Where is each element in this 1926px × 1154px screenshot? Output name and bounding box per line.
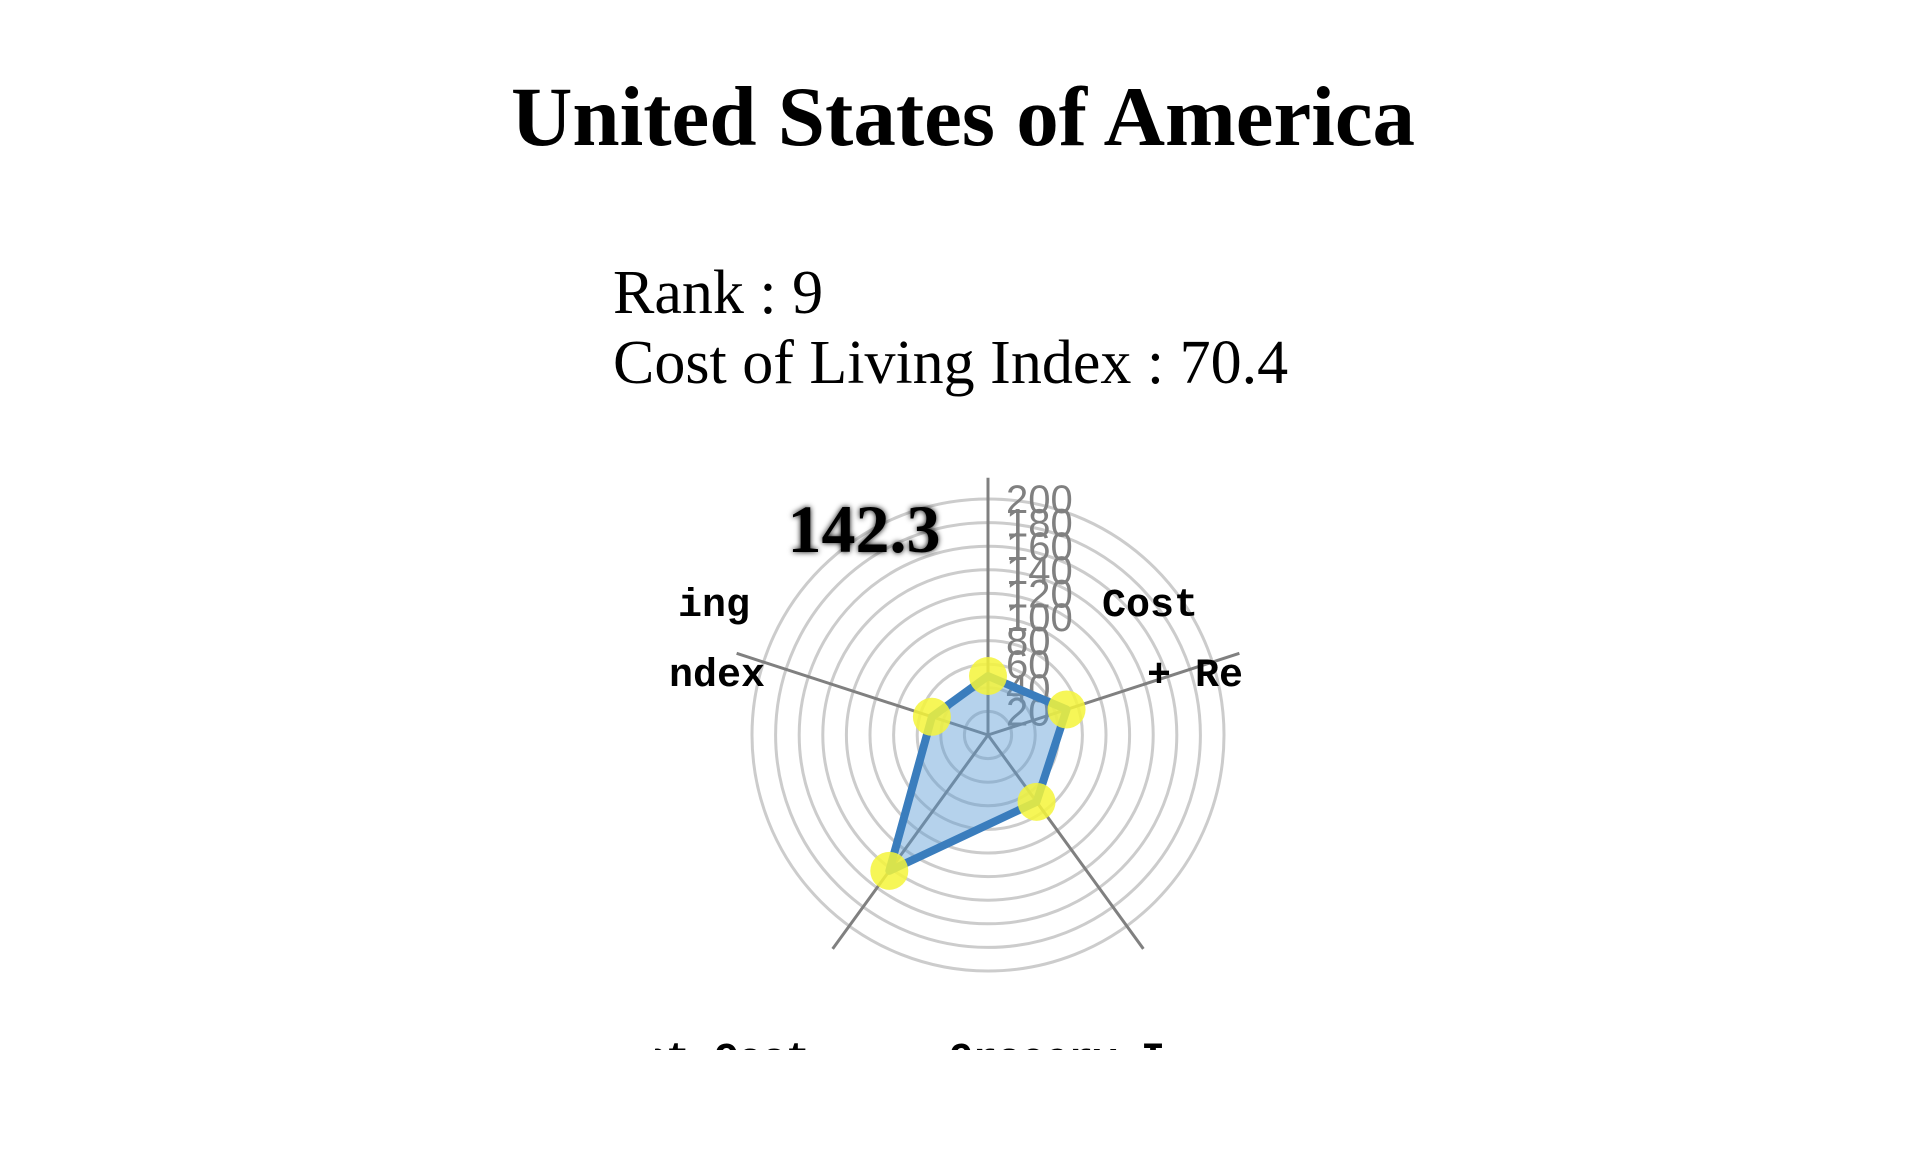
axis-label-fragment-1: + Re: [1147, 654, 1243, 699]
radar-series: [870, 657, 1086, 890]
radar-chart-container: 20 40 60 80 100 120 140 160 180 200 Cost + Re ing nd…: [655, 460, 1305, 1050]
data-point-1[interactable]: [1047, 690, 1086, 729]
tick-label-60: 60: [1006, 643, 1051, 687]
radar-axis-labels: Cost + Re ing ndex urant Cost Grocery I: [655, 584, 1243, 1050]
data-point-3[interactable]: [870, 851, 909, 890]
rank-line: Rank : 9: [613, 259, 824, 327]
tick-label-180: 180: [1006, 502, 1073, 546]
cost-index-label: Cost of Living Index: [613, 329, 1132, 397]
cost-index-line: Cost of Living Index : 70.4: [613, 329, 1289, 397]
cost-index-value: 70.4: [1179, 329, 1289, 397]
rank-label: Rank: [613, 259, 744, 327]
tick-label-200: 200: [1006, 478, 1073, 522]
axis-label-fragment-0: Cost: [1102, 584, 1198, 629]
tick-label-140: 140: [1006, 549, 1073, 593]
axis-line-2: [986, 734, 1145, 950]
data-point-2[interactable]: [1017, 782, 1056, 821]
axis-label-fragment-3: ndex: [669, 654, 765, 699]
highlight-value-label: 142.3: [788, 491, 941, 567]
axis-label-fragment-2: ing: [678, 584, 750, 629]
tick-label-100: 100: [1006, 596, 1073, 640]
country-info: Rank : 9 Cost of Living Index : 70.4: [613, 258, 1288, 398]
rank-value: 9: [792, 259, 824, 327]
tick-label-120: 120: [1006, 572, 1073, 616]
data-point-4[interactable]: [912, 697, 951, 736]
axis-label-fragment-4: urant Cost: [655, 1038, 810, 1050]
page-title: United States of America: [510, 70, 1416, 164]
tick-label-80: 80: [1006, 620, 1051, 664]
data-point-0[interactable]: [969, 657, 1007, 695]
axis-line-1: [987, 651, 1240, 737]
axis-label-fragment-5: Grocery I: [949, 1038, 1165, 1050]
tick-label-160: 160: [1006, 525, 1073, 569]
axis-line-3: [831, 734, 990, 950]
